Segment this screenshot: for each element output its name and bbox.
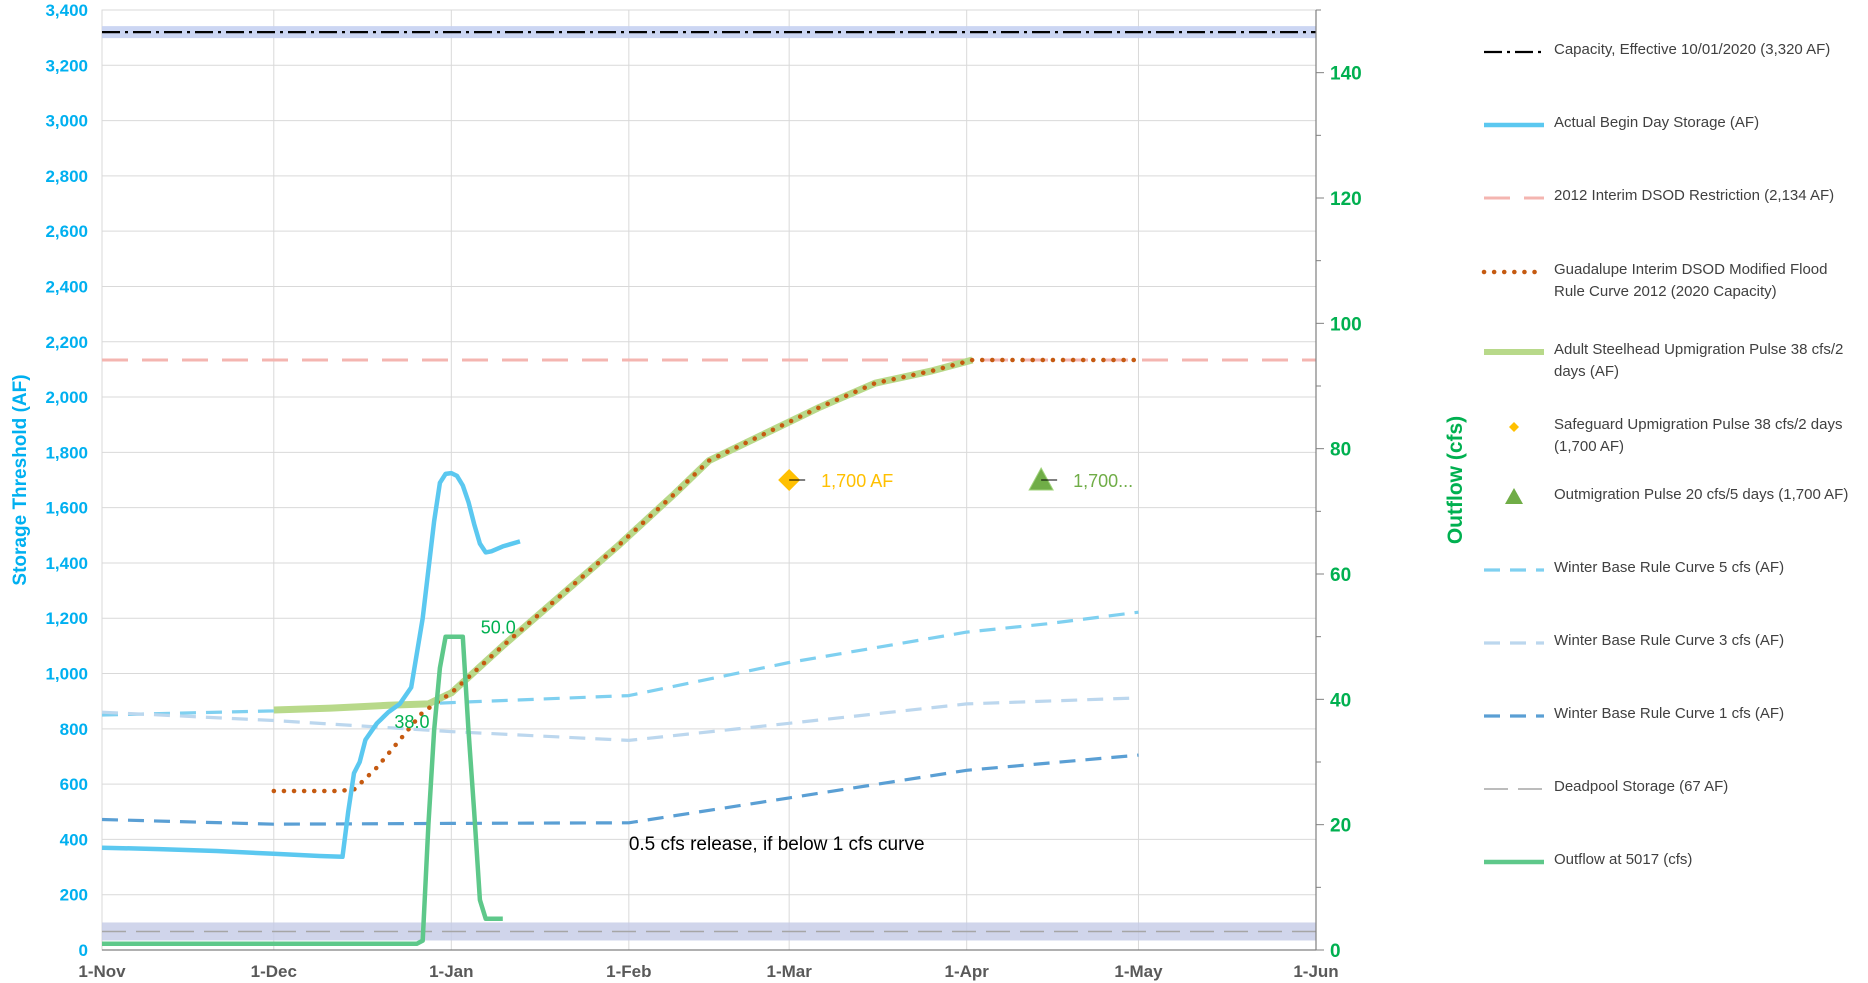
gridlines bbox=[101, 9, 1317, 951]
legend-swatch-adult_pulse bbox=[1484, 349, 1544, 355]
legend-swatch-rule_curve bbox=[1481, 269, 1547, 275]
y-tick-label: 1,000 bbox=[45, 665, 88, 684]
legend-item-base5: Winter Base Rule Curve 5 cfs (AF) bbox=[1480, 558, 1860, 582]
annotation-text: 38.0 bbox=[394, 712, 429, 732]
highlight-bands bbox=[102, 26, 1316, 941]
legend-label: Outmigration Pulse 20 cfs/5 days (1,700 … bbox=[1554, 486, 1849, 503]
legend-swatch-capacity bbox=[1484, 50, 1544, 54]
legend-swatch-outmigration bbox=[1505, 488, 1523, 504]
legend-marker-triangle bbox=[1505, 488, 1523, 504]
y-tick-label: 0 bbox=[79, 941, 88, 960]
x-tick-label: 1-Jun bbox=[1293, 962, 1338, 981]
series-line-base1 bbox=[101, 753, 1139, 826]
y-tick-label: 2,600 bbox=[45, 222, 88, 241]
legend-label: Adult Steelhead Upmigration Pulse 38 cfs… bbox=[1554, 341, 1844, 380]
y-tick-label: 3,000 bbox=[45, 112, 88, 131]
y-tick-label: 3,400 bbox=[45, 1, 88, 20]
legend-label: Deadpool Storage (67 AF) bbox=[1554, 778, 1729, 795]
y-tick-label: 1,200 bbox=[45, 609, 88, 628]
x-tick-label: 1-Nov bbox=[78, 962, 126, 981]
legend-item-restriction: 2012 Interim DSOD Restriction (2,134 AF) bbox=[1480, 186, 1860, 210]
legend-label: Outflow at 5017 (cfs) bbox=[1554, 851, 1693, 868]
legend-item-base3: Winter Base Rule Curve 3 cfs (AF) bbox=[1480, 631, 1860, 655]
y-tick-label: 200 bbox=[60, 886, 88, 905]
y-tick-label: 3,200 bbox=[45, 56, 88, 75]
axes-layer: 02004006008001,0001,2001,4001,6001,8002,… bbox=[10, 1, 1467, 981]
y2-axis-title: Outflow (cfs) bbox=[1444, 416, 1467, 544]
y2-tick-label: 120 bbox=[1330, 189, 1362, 210]
series-line-actual bbox=[101, 470, 521, 860]
y2-tick-label: 40 bbox=[1330, 690, 1351, 711]
legend-item-rule_curve: Guadalupe Interim DSOD Modified Flood Ru… bbox=[1480, 260, 1860, 303]
data-label-safeguard: 1,700 AF bbox=[821, 471, 893, 491]
legend-label: Guadalupe Interim DSOD Modified Flood Ru… bbox=[1554, 261, 1828, 300]
legend-item-safeguard: Safeguard Upmigration Pulse 38 cfs/2 day… bbox=[1480, 415, 1860, 458]
series-marker-outmigration bbox=[1028, 466, 1054, 491]
legend-item-outmigration: Outmigration Pulse 20 cfs/5 days (1,700 … bbox=[1480, 485, 1860, 509]
y-tick-label: 600 bbox=[60, 775, 88, 794]
y-tick-label: 2,000 bbox=[45, 388, 88, 407]
y-axis-title: Storage Threshold (AF) bbox=[10, 374, 31, 585]
y-tick-label: 400 bbox=[60, 830, 88, 849]
y-tick-label: 1,800 bbox=[45, 443, 88, 462]
legend-swatch-safeguard bbox=[1509, 422, 1519, 432]
y-tick-label: 2,200 bbox=[45, 333, 88, 352]
legend-item-base1: Winter Base Rule Curve 1 cfs (AF) bbox=[1480, 704, 1860, 728]
y2-tick-label: 80 bbox=[1330, 440, 1351, 461]
y2-tick-label: 20 bbox=[1330, 816, 1351, 837]
series-line-rule_curve bbox=[271, 357, 1141, 794]
legend-label: Capacity, Effective 10/01/2020 (3,320 AF… bbox=[1554, 41, 1831, 58]
legend-swatch-base3 bbox=[1484, 641, 1544, 645]
legend-swatch-actual bbox=[1484, 122, 1544, 128]
legend-item-outflow: Outflow at 5017 (cfs) bbox=[1480, 850, 1860, 874]
annotation-layer: 1,700 AF 1,700... 50.0 38.0 0.5 cfs release,… bbox=[394, 471, 1133, 855]
series-line-base3 bbox=[101, 696, 1139, 742]
legend-swatch-restriction bbox=[1484, 196, 1544, 200]
legend-label: Winter Base Rule Curve 3 cfs (AF) bbox=[1554, 632, 1785, 649]
legend-swatch-base5 bbox=[1484, 568, 1544, 572]
x-tick-label: 1-Mar bbox=[766, 962, 812, 981]
legend-label: Safeguard Upmigration Pulse 38 cfs/2 day… bbox=[1554, 416, 1843, 455]
y-tick-label: 1,400 bbox=[45, 554, 88, 573]
series-line-outflow bbox=[102, 634, 503, 946]
x-tick-label: 1-May bbox=[1114, 962, 1163, 981]
annotation-text: 0.5 cfs release, if below 1 cfs curve bbox=[629, 834, 925, 855]
legend-item-adult_pulse: Adult Steelhead Upmigration Pulse 38 cfs… bbox=[1480, 340, 1860, 383]
legend-label: Winter Base Rule Curve 1 cfs (AF) bbox=[1554, 705, 1785, 722]
legend-marker-diamond bbox=[1509, 422, 1519, 432]
x-tick-label: 1-Dec bbox=[251, 962, 297, 981]
legend-item-actual: Actual Begin Day Storage (AF) bbox=[1480, 113, 1860, 137]
y2-tick-label: 100 bbox=[1330, 314, 1362, 335]
x-tick-label: 1-Feb bbox=[606, 962, 651, 981]
deadpool-band bbox=[102, 922, 1316, 941]
series-line-adult_pulse bbox=[273, 356, 974, 714]
x-tick-label: 1-Jan bbox=[429, 962, 473, 981]
legend-item-deadpool: Deadpool Storage (67 AF) bbox=[1480, 777, 1860, 801]
legend-label: 2012 Interim DSOD Restriction (2,134 AF) bbox=[1554, 187, 1835, 204]
legend-swatch-outflow bbox=[1484, 859, 1544, 865]
legend-label: Actual Begin Day Storage (AF) bbox=[1554, 114, 1760, 131]
y-tick-label: 2,800 bbox=[45, 167, 88, 186]
y-tick-label: 2,400 bbox=[45, 277, 88, 296]
legend-label: Winter Base Rule Curve 5 cfs (AF) bbox=[1554, 559, 1785, 576]
y2-tick-label: 140 bbox=[1330, 64, 1362, 85]
data-label-outmigration: 1,700... bbox=[1073, 471, 1133, 491]
y-tick-label: 800 bbox=[60, 720, 88, 739]
annotation-text: 50.0 bbox=[481, 618, 516, 638]
series-line-base5 bbox=[101, 610, 1139, 717]
legend-swatch-deadpool bbox=[1484, 788, 1544, 790]
series-layer bbox=[101, 31, 1316, 946]
y2-tick-label: 0 bbox=[1330, 941, 1341, 962]
legend-swatch-base1 bbox=[1484, 714, 1544, 718]
y-tick-label: 1,600 bbox=[45, 499, 88, 518]
x-tick-label: 1-Apr bbox=[944, 962, 989, 981]
y2-tick-label: 60 bbox=[1330, 565, 1351, 586]
legend-item-capacity: Capacity, Effective 10/01/2020 (3,320 AF… bbox=[1480, 40, 1860, 64]
